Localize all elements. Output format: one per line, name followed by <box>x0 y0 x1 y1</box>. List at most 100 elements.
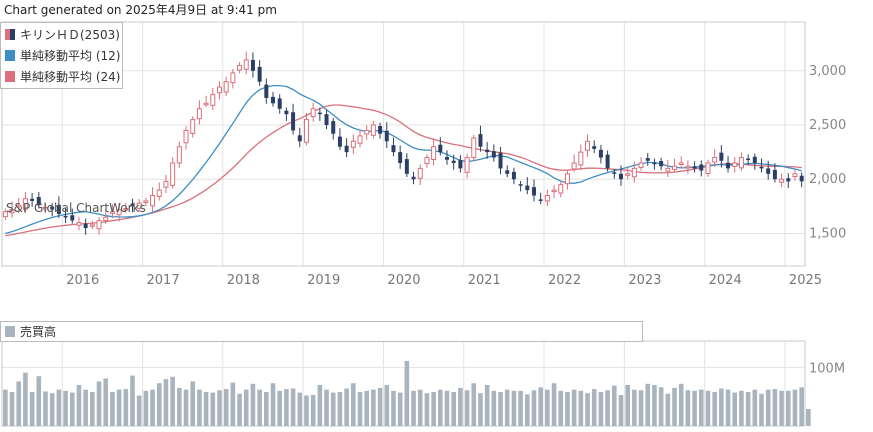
volume-bar <box>591 389 597 426</box>
candle-body <box>190 119 196 134</box>
volume-bar <box>16 381 22 426</box>
volume-bar <box>458 387 463 426</box>
candle-body <box>16 204 22 208</box>
candle-body <box>511 171 516 180</box>
volume-bar <box>424 393 430 426</box>
volume-bar <box>705 390 711 426</box>
candle-body <box>130 203 135 207</box>
candle-body <box>156 189 162 197</box>
volume-bar <box>357 392 363 426</box>
candle-body <box>578 151 584 166</box>
volume-bar <box>732 392 738 426</box>
candle-body <box>491 151 496 158</box>
price-x-tick-label: 2025 <box>789 273 822 288</box>
volume-bar <box>484 384 490 426</box>
volume-bar <box>297 392 303 426</box>
candle-body <box>103 216 109 221</box>
volume-bar <box>69 392 75 426</box>
candle-body <box>203 102 209 106</box>
volume-bar <box>43 391 48 426</box>
candle-body <box>558 184 564 194</box>
volume-bar <box>645 383 651 426</box>
candle-body <box>665 167 671 172</box>
volume-bar <box>163 379 169 426</box>
volume-bar <box>230 382 236 426</box>
volume-bar <box>90 392 95 426</box>
price-x-tick-label: 2016 <box>66 273 99 288</box>
volume-bar <box>397 392 403 426</box>
candle-body <box>464 157 470 173</box>
candle-body <box>531 187 536 196</box>
candle-body <box>317 112 322 115</box>
volume-bar <box>310 394 316 426</box>
candle-body <box>42 206 48 210</box>
volume-legend-swatch <box>5 326 15 337</box>
price-grid <box>2 22 805 266</box>
volume-bar <box>150 389 155 426</box>
volume-bar <box>330 392 336 426</box>
volume-frame <box>1 340 806 427</box>
volume-bar <box>806 409 811 426</box>
volume-bar <box>317 384 323 426</box>
volume-bar <box>156 383 162 426</box>
volume-bar <box>531 390 537 426</box>
volume-bar <box>116 389 122 426</box>
candle-body <box>391 145 396 153</box>
volume-bar <box>498 392 503 426</box>
candle-body <box>551 189 557 193</box>
candle-body <box>444 157 449 160</box>
volume-bar <box>451 392 456 426</box>
candle-body <box>250 59 255 71</box>
candle-body <box>324 114 329 126</box>
candle-body <box>645 158 650 161</box>
candle-body <box>672 165 678 170</box>
candle-body <box>759 166 764 169</box>
volume-bar <box>36 376 42 426</box>
candle-body <box>625 173 631 176</box>
volume-y-ticks: 100M <box>809 361 845 376</box>
candle-body <box>451 160 456 163</box>
volume-bar <box>578 390 584 426</box>
volume-bar <box>337 392 343 426</box>
candle-body <box>70 215 75 221</box>
legend-item-label: 単純移動平均 (24) <box>20 70 120 84</box>
sma12-path <box>5 84 802 235</box>
volume-bar <box>504 389 510 426</box>
price-y-tick-label: 2,500 <box>809 118 846 133</box>
volume-bar <box>237 393 242 426</box>
watermark-text: S&P Global ChartWorks <box>6 201 146 215</box>
volume-bar <box>411 390 416 426</box>
volume-bar <box>130 375 135 426</box>
volume-bar <box>511 390 517 426</box>
candle-body <box>291 112 296 131</box>
candle-body <box>344 145 349 153</box>
volume-bar <box>351 383 356 426</box>
volume-bar <box>183 389 189 426</box>
candle-body <box>712 157 718 163</box>
volume-bar <box>719 388 724 426</box>
candle-body <box>652 162 657 165</box>
candle-body <box>404 159 409 174</box>
legend-item-label: キリンＨＤ(2503) <box>20 28 120 42</box>
volume-bar <box>665 393 671 426</box>
candle-body <box>605 154 610 169</box>
candle-body <box>123 208 129 211</box>
candle-body <box>109 211 115 214</box>
volume-bar <box>364 390 369 426</box>
candle-body <box>779 178 785 183</box>
sma12-line <box>5 84 802 235</box>
price-y-tick-label: 3,000 <box>809 64 846 79</box>
candle-body <box>505 170 510 174</box>
legend-swatch <box>5 71 15 82</box>
candle-body <box>183 129 189 144</box>
volume-bar <box>752 389 758 426</box>
legend-swatch-candle-down <box>10 29 15 40</box>
candle-body <box>699 164 704 171</box>
volume-bar <box>344 388 349 426</box>
volume-bar <box>243 389 249 426</box>
volume-bar <box>49 393 55 426</box>
volume-bar <box>277 390 283 426</box>
candle-body <box>498 152 503 169</box>
candle-body <box>63 215 68 218</box>
